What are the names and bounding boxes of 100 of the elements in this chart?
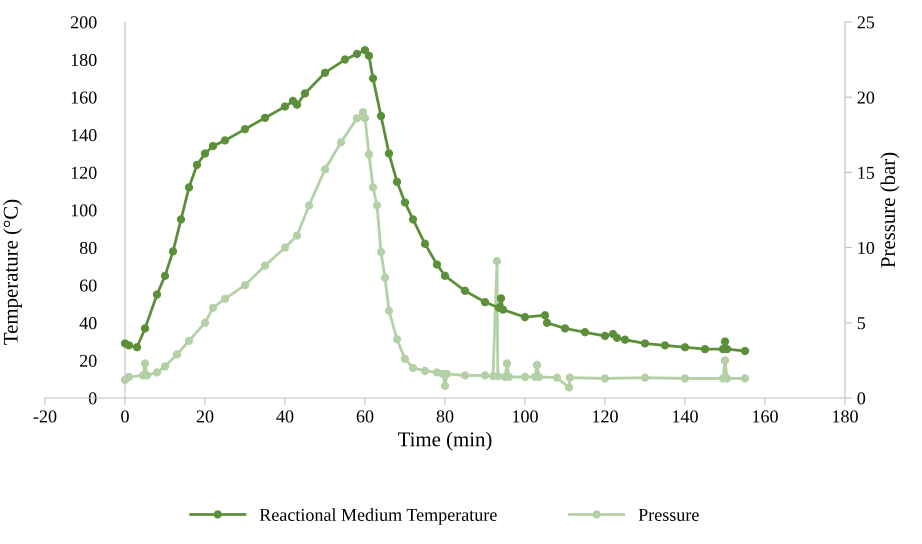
point	[368, 74, 378, 83]
y2-tick-label: 15	[858, 166, 874, 179]
point	[172, 350, 182, 359]
point	[292, 231, 302, 240]
point	[492, 256, 502, 266]
point	[660, 341, 670, 350]
point	[304, 201, 314, 210]
point	[440, 382, 450, 390]
point	[208, 304, 218, 312]
point	[380, 274, 390, 282]
point	[542, 318, 552, 327]
point	[184, 183, 194, 192]
point	[432, 260, 442, 269]
x-tick-label: -20	[34, 410, 56, 423]
point	[640, 339, 650, 348]
x-tick-label: 0	[121, 410, 129, 423]
y2-tick-label: 20	[858, 91, 874, 104]
point	[408, 215, 418, 224]
point	[440, 272, 450, 280]
point	[320, 68, 330, 77]
point	[400, 354, 410, 364]
point	[480, 371, 490, 380]
point	[292, 100, 302, 109]
point	[320, 165, 330, 174]
point	[368, 183, 378, 192]
point	[496, 294, 506, 303]
point	[200, 318, 210, 327]
point	[376, 248, 386, 256]
point	[392, 178, 402, 186]
point	[160, 362, 170, 371]
y2-tick-label: 0	[857, 392, 866, 404]
point	[352, 50, 362, 58]
point	[600, 374, 610, 383]
point	[360, 114, 370, 122]
point	[520, 312, 530, 322]
point	[192, 160, 202, 170]
x-tick-label: 20	[196, 410, 214, 423]
x-tick-label: 120	[593, 410, 618, 423]
x-tick-label: 40	[276, 410, 294, 423]
point	[532, 360, 542, 370]
point	[372, 201, 382, 210]
point	[124, 372, 134, 382]
point	[384, 149, 394, 158]
point	[240, 124, 250, 134]
point	[140, 324, 150, 333]
point	[498, 305, 508, 314]
point	[520, 372, 530, 382]
x-tick-label: 160	[753, 410, 778, 423]
point	[376, 112, 386, 120]
x-axis-title: Time (min)	[398, 432, 492, 451]
y2-tick-label: 10	[858, 242, 874, 254]
point	[740, 374, 750, 383]
point	[176, 215, 186, 224]
point	[336, 138, 346, 146]
point	[124, 341, 134, 350]
point	[540, 311, 550, 320]
y-tick-label: 140	[72, 129, 97, 142]
point	[184, 336, 194, 346]
y-tick-label: 100	[72, 204, 97, 216]
x-tick-label: 80	[436, 410, 454, 423]
y2-tick-label: 25	[858, 16, 874, 28]
x-tick-label: 100	[513, 410, 538, 423]
legend-label: Reactional Medium Temperature	[260, 508, 497, 525]
y-tick-label: 160	[72, 91, 97, 104]
x-tick-label: 60	[356, 410, 374, 423]
point	[564, 383, 574, 392]
point	[140, 359, 150, 368]
x-tick-label: 180	[833, 410, 858, 423]
point	[552, 374, 562, 382]
y-tick-label: 60	[80, 279, 97, 292]
y-axis-title: Temperature (°C)	[3, 200, 22, 345]
point	[740, 346, 750, 356]
point	[460, 371, 470, 380]
point	[200, 149, 210, 158]
point	[220, 136, 230, 145]
point	[460, 286, 470, 296]
point	[420, 240, 430, 248]
point	[408, 364, 418, 372]
y-tick-label: 120	[72, 166, 97, 179]
point	[680, 343, 690, 352]
y-tick-label: 80	[80, 242, 97, 254]
y2-tick-label: 5	[858, 317, 866, 330]
y-tick-label: 180	[72, 54, 97, 66]
point	[152, 290, 162, 299]
point	[260, 261, 270, 270]
point	[360, 46, 370, 54]
point	[208, 142, 218, 150]
y-tick-label: 200	[70, 16, 97, 28]
point	[392, 335, 402, 344]
point	[260, 114, 270, 122]
point	[640, 374, 650, 382]
point	[364, 150, 374, 159]
point	[700, 344, 710, 354]
point	[612, 334, 622, 342]
point	[420, 366, 430, 376]
point	[352, 114, 362, 122]
point	[680, 374, 690, 383]
point	[400, 198, 410, 207]
point	[152, 368, 162, 377]
point	[600, 332, 610, 340]
